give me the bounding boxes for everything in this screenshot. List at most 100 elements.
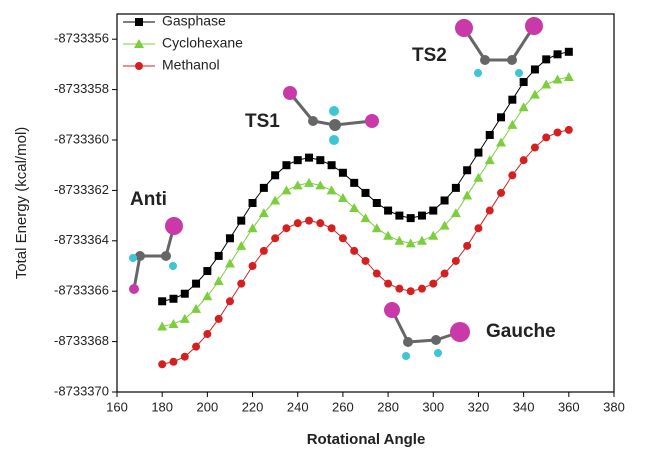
marker <box>271 234 279 242</box>
marker <box>441 196 449 204</box>
molecule-ts1 <box>283 86 379 145</box>
marker <box>181 353 189 361</box>
annotation: Gauche <box>486 321 556 342</box>
marker <box>542 55 550 63</box>
annotation: Anti <box>130 189 167 210</box>
marker <box>158 297 166 305</box>
marker <box>485 155 495 164</box>
marker <box>383 231 393 240</box>
x-tick-label: 240 <box>287 399 309 414</box>
marker <box>474 149 482 157</box>
marker <box>192 280 200 288</box>
marker <box>350 247 358 255</box>
marker <box>373 199 381 207</box>
marker <box>158 360 166 368</box>
y-tick-label: -8733358 <box>54 81 109 96</box>
marker <box>304 178 314 187</box>
molecule-gauche <box>384 302 470 360</box>
annotation: TS1 <box>245 111 280 132</box>
marker <box>507 120 517 129</box>
marker <box>305 154 313 162</box>
marker <box>169 295 177 303</box>
series-line <box>162 77 569 326</box>
marker <box>395 212 403 220</box>
marker <box>282 224 290 232</box>
marker <box>564 72 574 81</box>
marker <box>328 161 336 169</box>
marker <box>294 156 302 164</box>
molecule-anti <box>129 217 183 294</box>
marker <box>473 173 483 182</box>
marker <box>203 267 211 275</box>
marker <box>260 247 268 255</box>
legend-marker <box>135 18 143 26</box>
marker <box>214 276 224 285</box>
marker <box>181 290 189 298</box>
marker <box>316 156 324 164</box>
marker <box>225 258 235 267</box>
marker <box>520 78 528 86</box>
legend-marker <box>135 62 143 70</box>
marker <box>429 207 437 215</box>
x-tick-label: 280 <box>377 399 399 414</box>
marker <box>249 199 257 207</box>
x-tick-label: 320 <box>468 399 490 414</box>
marker <box>474 224 482 232</box>
x-tick-label: 360 <box>558 399 580 414</box>
legend-label: Cyclohexane <box>162 35 243 51</box>
marker <box>384 207 392 215</box>
x-tick-label: 220 <box>242 399 264 414</box>
marker <box>554 128 562 136</box>
legend-label: Methanol <box>162 57 220 73</box>
marker <box>541 80 551 89</box>
chart: Rotational Angle Total Energy (kcal/mol)… <box>0 0 653 454</box>
x-tick-label: 260 <box>332 399 354 414</box>
marker <box>407 214 415 222</box>
marker <box>237 217 245 225</box>
marker <box>362 257 370 265</box>
marker <box>554 50 562 58</box>
marker <box>373 270 381 278</box>
marker <box>565 126 573 134</box>
marker <box>316 219 324 227</box>
marker <box>429 280 437 288</box>
marker <box>327 185 337 194</box>
x-tick-label: 180 <box>151 399 173 414</box>
marker <box>215 252 223 260</box>
marker <box>202 291 212 300</box>
marker <box>394 236 404 245</box>
y-tick-label: -8733360 <box>54 131 109 146</box>
marker <box>463 242 471 250</box>
marker <box>168 319 178 328</box>
marker <box>226 234 234 242</box>
marker <box>328 224 336 232</box>
marker <box>565 48 573 56</box>
marker <box>407 287 415 295</box>
marker <box>520 156 528 164</box>
marker <box>248 223 258 232</box>
marker <box>452 257 460 265</box>
marker <box>339 169 347 177</box>
marker <box>486 131 494 139</box>
x-tick-label: 200 <box>197 399 219 414</box>
marker <box>282 161 290 169</box>
marker <box>452 184 460 192</box>
marker <box>384 280 392 288</box>
marker <box>395 285 403 293</box>
marker <box>192 343 200 351</box>
marker <box>215 315 223 323</box>
marker <box>462 190 472 199</box>
x-tick-label: 160 <box>106 399 128 414</box>
marker <box>237 280 245 288</box>
marker <box>542 133 550 141</box>
marker <box>418 212 426 220</box>
annotation: TS2 <box>412 45 447 66</box>
marker <box>508 96 516 104</box>
y-tick-label: -8733356 <box>54 31 109 46</box>
y-tick-label: -8733368 <box>54 333 109 348</box>
marker <box>463 166 471 174</box>
marker <box>497 189 505 197</box>
marker <box>362 189 370 197</box>
x-axis-label: Rotational Angle <box>307 431 426 448</box>
marker <box>260 184 268 192</box>
